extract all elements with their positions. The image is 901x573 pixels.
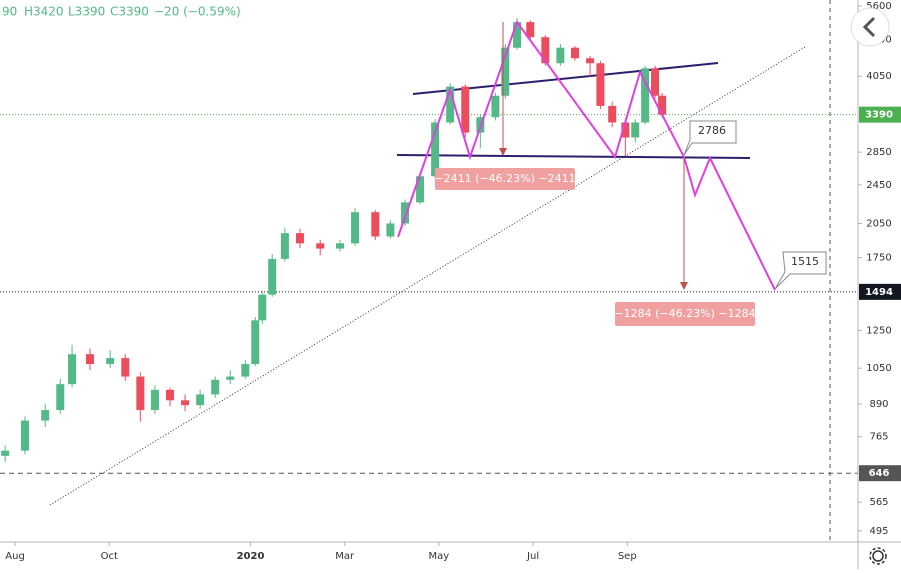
x-tick-label: Mar [335,551,355,562]
candle-body [416,176,425,203]
candle-body [351,212,360,244]
candle-body [226,376,235,380]
candle-body [295,233,304,244]
y-tick-label: 565 [869,497,888,508]
ohlc-low: L3390 [68,5,105,19]
y-tick-label: 495 [869,526,888,537]
candle-body [586,58,595,64]
x-tick-label: 2020 [237,551,265,562]
candle-body [251,320,260,365]
y-tick-label: 2850 [866,147,891,158]
plot-area [0,114,858,474]
y-tick-label: 1050 [866,363,891,374]
candle-body [268,258,277,295]
price-label: 3390 [865,110,893,121]
candle-body [121,358,130,377]
x-tick-label: Jul [526,551,539,562]
candle-body [136,376,145,411]
candle-body [641,68,650,123]
candle-body [335,243,344,249]
y-tick-label: 890 [869,399,888,410]
y-tick-label: 5600 [866,1,891,12]
candle-body [386,223,395,237]
price-label-box [859,465,901,482]
callout-label: 2786 [698,124,726,137]
candle-body [651,68,660,96]
x-tick-label: Aug [5,551,25,562]
y-tick-label: 1750 [866,253,891,264]
callout [683,120,737,156]
candle-body [556,47,565,64]
y-tick-label: 4050 [866,71,891,82]
price-label: 1494 [865,287,893,298]
candle-body [400,202,409,224]
candle-body [211,379,220,395]
y-tick-label: 2450 [866,180,891,191]
candle-body [461,86,470,133]
arrow-head [499,148,507,156]
ohlc-change: −20 (−0.59%) [154,5,241,19]
back-button[interactable] [850,7,890,47]
candle-body [150,389,159,411]
measure-box [615,302,755,326]
price-label: 646 [869,468,890,479]
callout-label: 1515 [791,255,819,268]
ohlc-high: H3420 [24,5,64,19]
price-label-box [859,283,901,300]
candle-body [541,37,550,64]
candle-body [596,63,605,106]
candle-body [526,22,535,38]
ohlc-open: 90 [2,5,17,19]
candle-body [446,86,455,123]
candles [1,18,667,463]
callout [774,251,827,290]
ohlc-close: C3390 [110,5,149,19]
candle-body [165,389,174,401]
candle-body [68,354,77,385]
candle-body [56,384,65,411]
candle-body [241,364,250,377]
arrow-head [680,282,688,290]
candle-body [196,394,205,406]
candle-body [41,410,50,421]
x-tick-label: Oct [101,551,118,562]
candle-body [570,47,579,59]
candle-body [20,420,29,451]
candle-body [608,105,617,123]
candle-body [621,122,630,138]
price-label-box [859,106,901,123]
y-tick-label: 2050 [866,218,891,229]
candle-body [658,95,667,115]
candle-body [316,243,325,249]
candle-body [491,95,500,118]
candle-body [631,122,640,138]
candle-body [181,400,190,406]
axes: 495 565 765 890 1050 1250 1750 2050 2450 2850 4050… [5,1,901,562]
settings-button[interactable] [869,547,887,565]
candle-body [258,294,267,321]
measure-label: −2411 (−46.23%) −2411 [434,172,575,185]
trend-line [49,46,806,506]
y-tick-label: 1250 [866,325,891,336]
candle-body [1,450,10,456]
pattern-zigzag [397,19,776,291]
measure-label: −1284 (−46.23%) −1284 [614,307,755,320]
measure-box [435,168,575,190]
candle-body [106,358,115,365]
candle-body [85,354,94,365]
x-tick-label: May [429,551,450,562]
x-tick-label: Sep [618,551,637,562]
candle-body [280,233,289,259]
candle-body [431,122,440,177]
candle-body [501,47,510,96]
candle-body [371,212,380,237]
y-tick-label: 765 [869,432,888,443]
neckline [396,154,751,159]
candle-body [513,22,522,48]
